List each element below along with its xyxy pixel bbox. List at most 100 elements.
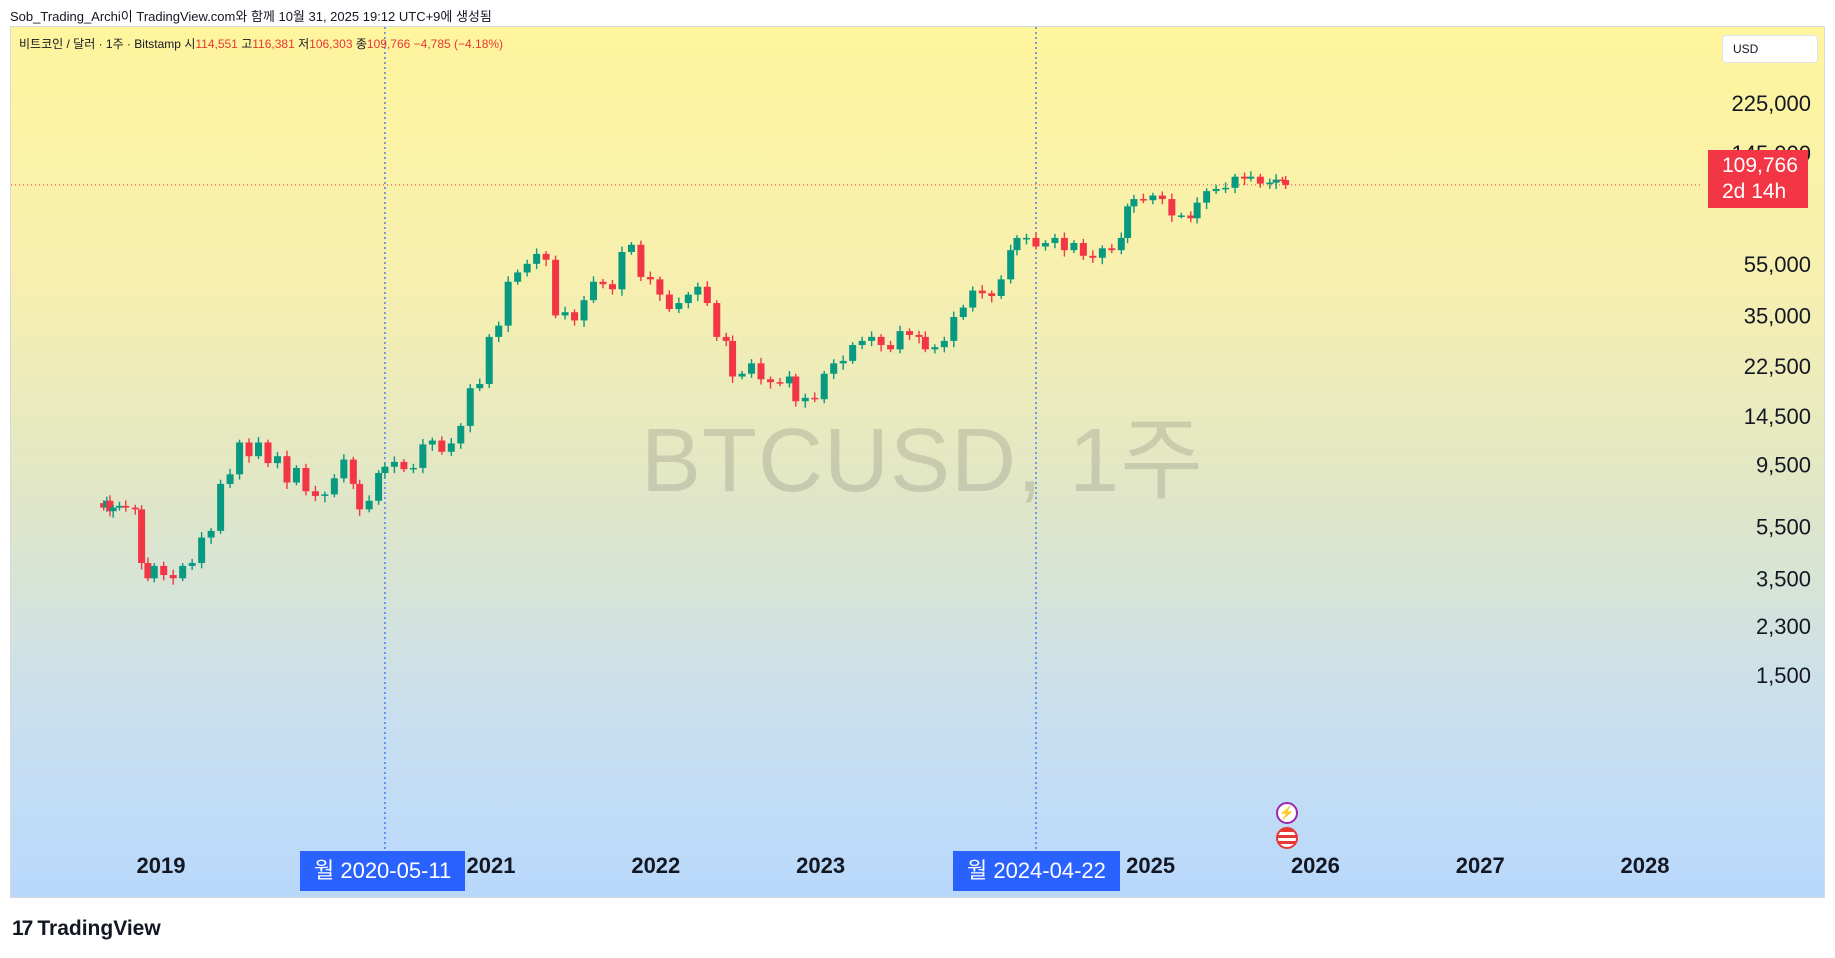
tradingview-logo-text: TradingView — [37, 917, 161, 940]
x-tick-label: 2026 — [1291, 853, 1340, 878]
candle-body — [533, 253, 541, 264]
candle-body — [1079, 243, 1087, 256]
candle-body — [356, 483, 364, 510]
candle-body — [1007, 250, 1015, 280]
candle-body — [618, 252, 626, 290]
candle-body — [138, 509, 146, 564]
tradingview-logo-icon: 17 — [12, 917, 33, 940]
candle-body — [188, 563, 196, 566]
low-value: 106,303 — [309, 37, 353, 51]
candle-body — [226, 474, 234, 484]
candle-body — [115, 505, 123, 508]
x-tick-label: 2028 — [1621, 853, 1670, 878]
candle-body — [978, 290, 986, 294]
candle-body — [1051, 237, 1059, 244]
candle-body — [400, 461, 408, 470]
candle-body — [646, 277, 654, 280]
y-tick-label: 55,000 — [1744, 252, 1811, 277]
candle-body — [542, 253, 550, 260]
candle-body — [703, 286, 711, 304]
last-price-value: 109,766 — [1722, 154, 1798, 177]
chart-background — [11, 27, 1824, 897]
candle-body — [1282, 180, 1290, 185]
candle-body — [447, 443, 455, 452]
candle-body — [245, 442, 253, 457]
candle-body — [931, 347, 939, 350]
candle-body — [1139, 199, 1147, 201]
x-tick-label: 2027 — [1456, 853, 1505, 878]
flash-icon[interactable]: ⚡ — [1276, 802, 1298, 824]
currency-button[interactable]: USD — [1722, 35, 1818, 63]
candle-body — [637, 244, 645, 278]
candle-body — [321, 494, 329, 496]
candle-body — [122, 505, 130, 508]
bar-countdown: 2d 14h — [1722, 180, 1787, 203]
us-flag-icon[interactable] — [1276, 827, 1298, 849]
candle-body — [109, 507, 117, 512]
close-value: 109,766 — [366, 37, 411, 51]
candle-body — [1256, 176, 1264, 184]
candle-body — [684, 294, 692, 304]
candle-body — [785, 376, 793, 384]
open-label: 시 — [184, 37, 196, 51]
chart-frame[interactable]: 225,000145,00055,00035,00022,50014,5009,… — [10, 26, 1825, 898]
high-value: 116,381 — [252, 37, 295, 51]
candle-body — [349, 459, 357, 484]
candle-body — [381, 466, 389, 474]
candle-body — [495, 325, 503, 337]
candle-body — [1272, 179, 1280, 183]
candle-body — [969, 290, 977, 308]
last-price-tag: 109,766 2d 14h — [1708, 150, 1808, 208]
candle-body — [1158, 195, 1166, 200]
candle-body — [1266, 182, 1274, 185]
candle-body — [713, 303, 721, 337]
candle-body — [552, 259, 560, 316]
candle-body — [1212, 188, 1220, 192]
candle-body — [571, 312, 579, 321]
candle-body — [722, 336, 730, 341]
candle-body — [1193, 202, 1201, 219]
candle-body — [514, 272, 522, 282]
candle-body — [419, 444, 427, 468]
y-tick-label: 3,500 — [1756, 566, 1811, 591]
candle-body — [457, 425, 465, 444]
candle-body — [198, 537, 206, 564]
candle-body — [1130, 199, 1138, 207]
x-tick-label: 2021 — [467, 853, 516, 878]
candle-body — [375, 473, 383, 501]
x-tick-label: 2022 — [631, 853, 680, 878]
candle-body — [217, 483, 225, 531]
candle-body — [896, 331, 904, 350]
candle-body — [1222, 187, 1230, 190]
candle-body — [1089, 255, 1097, 258]
symbol-watermark: BTCUSD, 1주 — [641, 411, 1204, 511]
candle-body — [330, 478, 338, 495]
y-tick-label: 22,500 — [1744, 354, 1811, 379]
candle-body — [561, 312, 569, 316]
candle-body — [302, 467, 310, 492]
candle-body — [523, 263, 531, 273]
candle-body — [1203, 191, 1211, 203]
candle-body — [729, 340, 737, 377]
candle-body — [748, 363, 756, 374]
symbol-name: 비트코인 / 달러 · 1주 · Bitstamp — [19, 37, 181, 51]
y-tick-label: 9,500 — [1756, 452, 1811, 477]
candle-body — [811, 397, 819, 400]
candle-body — [1231, 176, 1239, 188]
candle-body — [340, 459, 348, 479]
candle-body — [921, 336, 929, 350]
candle-body — [590, 281, 598, 301]
candle-body — [830, 363, 838, 374]
tradingview-logo[interactable]: 17 TradingView — [12, 917, 161, 941]
candle-body — [801, 397, 809, 402]
candle-body — [1060, 237, 1068, 251]
high-label: 고 — [241, 37, 253, 51]
candle-body — [160, 565, 168, 576]
candle-body — [675, 303, 683, 310]
candle-body — [273, 456, 281, 464]
low-label: 저 — [298, 37, 310, 51]
candle-body — [1022, 237, 1030, 240]
candle-body — [877, 336, 885, 346]
candle-body — [868, 336, 876, 341]
chart-canvas[interactable]: 225,000145,00055,00035,00022,50014,5009,… — [11, 27, 1825, 898]
